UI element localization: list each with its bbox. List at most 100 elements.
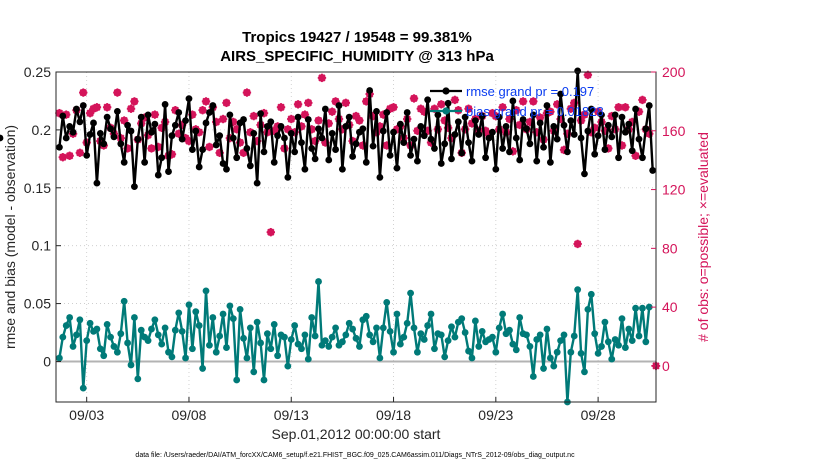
bias-point [342, 331, 350, 339]
bias-point [298, 345, 305, 353]
rmse-point [301, 165, 309, 173]
rmse-point [141, 158, 149, 166]
bias-point [431, 345, 438, 353]
rmse-point [431, 145, 438, 152]
bias-point [437, 331, 445, 339]
bias-point [396, 340, 404, 348]
legend-bias-label: bias grand pr = 0.01828 [466, 104, 604, 119]
rmse-point [461, 113, 469, 121]
evaluated-marker [341, 98, 351, 108]
evaluated-marker [621, 103, 630, 112]
rmse-point [615, 154, 622, 162]
bias-point [465, 347, 472, 355]
evaluated-marker [317, 73, 327, 83]
rmse-point [318, 134, 326, 142]
rmse-point [315, 125, 322, 133]
bias-point [325, 343, 333, 350]
rmse-point [584, 127, 592, 135]
bias-point [417, 330, 425, 338]
rmse-point [178, 135, 186, 143]
rmse-point [400, 139, 408, 147]
bias-point [287, 336, 295, 343]
bias-point [471, 317, 479, 325]
rmse-point [246, 162, 254, 170]
bias-point [182, 354, 189, 362]
rmse-point [216, 132, 224, 140]
rmse-point [635, 135, 643, 143]
rmse-point [352, 140, 360, 148]
evaluated-marker [518, 97, 528, 106]
bias-point [444, 337, 452, 345]
rmse-point [526, 140, 534, 148]
bias-point [206, 341, 213, 349]
bias-point [192, 308, 200, 316]
legend: rmse grand pr = 0.197 bias grand pr = 0.… [430, 84, 604, 119]
rmse-point [93, 179, 101, 187]
bias-point [281, 333, 288, 341]
rmse-point [489, 128, 496, 136]
bias-point [356, 343, 363, 350]
bias-point [618, 315, 626, 323]
rmse-point [509, 97, 517, 105]
rmse-point [171, 121, 179, 129]
rmse-point [574, 67, 582, 75]
rmse-point [611, 111, 619, 119]
rmse-point [161, 101, 169, 108]
evaluated-marker [65, 151, 74, 160]
bias-point [161, 324, 169, 332]
bias-point [407, 289, 414, 297]
bias-point [328, 333, 336, 341]
rmse-point [543, 102, 551, 109]
bias-point [495, 324, 503, 332]
y-left-tick-label: 0.15 [24, 180, 51, 196]
bias-point [516, 314, 524, 321]
bias-point [546, 354, 554, 362]
bias-point [120, 297, 128, 305]
bias-point [451, 333, 459, 341]
rmse-point [390, 128, 397, 136]
rmse-point [359, 125, 367, 133]
bias-point [601, 318, 609, 326]
bias-point [441, 353, 449, 361]
bias-point [113, 348, 121, 356]
bias-point [151, 316, 159, 324]
bias-point [506, 326, 513, 334]
bias-point [229, 315, 237, 323]
bias-point [529, 373, 537, 380]
rmse-point [434, 111, 442, 119]
bias-point [625, 325, 633, 333]
rmse-point [502, 123, 510, 130]
bias-point [321, 337, 329, 345]
rmse-point [321, 105, 329, 113]
rmse-point [56, 143, 63, 151]
rmse-point [379, 127, 387, 135]
rmse-point [471, 117, 479, 125]
bias-point [352, 334, 360, 342]
bias-point [117, 330, 125, 338]
bias-point [263, 330, 271, 338]
evaluated-marker [130, 97, 139, 106]
rmse-point [154, 171, 162, 179]
evaluated-marker [355, 116, 364, 125]
bias-point [621, 344, 629, 351]
bias-point [257, 339, 264, 347]
bias-point [311, 332, 319, 340]
y-right-tick-label: 0 [662, 358, 670, 374]
rmse-point [499, 145, 507, 152]
bias-point [475, 343, 483, 350]
rmse-point [113, 107, 121, 115]
rmse-point [131, 183, 138, 191]
rmse-point [188, 146, 196, 153]
rmse-point [223, 165, 230, 173]
y-right-tick-label: 160 [662, 123, 686, 139]
rmse-point [287, 129, 295, 137]
y-right-tick-label: 80 [662, 240, 678, 256]
bias-point [304, 355, 312, 363]
bias-point [226, 302, 234, 310]
rmse-point [550, 123, 558, 130]
bias-point [93, 325, 101, 333]
bias-point [400, 333, 408, 341]
evaluated-marker [79, 88, 88, 97]
rmse-point [441, 140, 449, 148]
evaluated-marker [266, 227, 275, 237]
